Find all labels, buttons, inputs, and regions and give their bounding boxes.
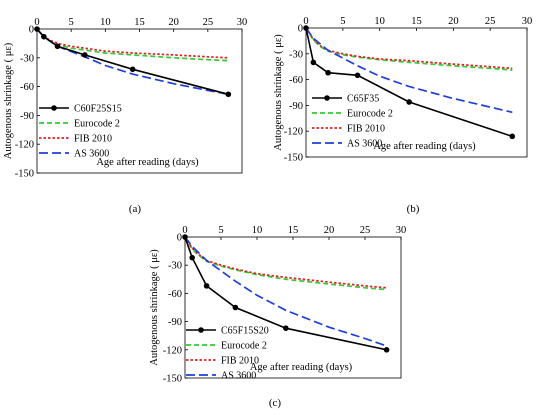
- y-tick-label: -120: [163, 345, 182, 356]
- x-tick-label: 20: [324, 225, 335, 236]
- series-line-fib-2010: [36, 28, 229, 59]
- legend-label: FIB 2010: [221, 356, 259, 367]
- legend-label: AS 3600: [74, 149, 109, 160]
- x-axis-label: Age after reading (days): [96, 157, 199, 168]
- x-tick-label: 5: [69, 17, 74, 28]
- series-line-c65f35: [305, 27, 513, 138]
- x-tick-label: 30: [396, 225, 407, 236]
- series-line-as-3600: [305, 27, 513, 114]
- x-axis-label: Age after reading (days): [250, 362, 353, 373]
- plot-frame: [36, 28, 243, 174]
- data-point: [189, 254, 195, 261]
- y-tick-label: 0: [29, 25, 34, 36]
- series-line-eurocode-2: [184, 236, 387, 291]
- plot-frame: [184, 236, 402, 379]
- y-tick-label: 0: [177, 233, 182, 244]
- series-line-fib-2010: [305, 27, 513, 70]
- y-tick-label: -60: [20, 82, 34, 93]
- x-tick-label: 5: [218, 225, 223, 236]
- legend-label: FIB 2010: [347, 124, 385, 135]
- y-tick-label: -120: [284, 127, 303, 138]
- y-tick-label: -30: [289, 49, 303, 60]
- panel-caption: (c): [269, 397, 282, 409]
- y-tick-label: -30: [168, 261, 182, 272]
- y-tick-label: -150: [15, 169, 34, 180]
- legend-label: Eurocode 2: [347, 109, 393, 120]
- legend-label: C65F15S20: [221, 326, 269, 337]
- data-point: [203, 283, 210, 289]
- x-tick-label: 10: [252, 225, 263, 236]
- y-tick-label: -60: [289, 75, 303, 86]
- y-tick-label: -150: [163, 374, 182, 385]
- series-line-as-3600: [184, 236, 387, 347]
- y-tick-label: 0: [298, 24, 303, 35]
- data-point: [509, 133, 516, 140]
- x-tick-label: 25: [485, 16, 496, 27]
- legend-label: Eurocode 2: [74, 119, 120, 130]
- data-point: [406, 99, 412, 105]
- x-tick-label: 10: [374, 16, 385, 27]
- data-point: [232, 304, 239, 311]
- data-point: [225, 91, 232, 98]
- y-tick-label: -60: [168, 289, 182, 300]
- x-tick-label: 15: [288, 225, 299, 236]
- series-line-eurocode-2: [305, 27, 513, 71]
- x-tick-label: 15: [411, 16, 422, 27]
- data-point: [310, 59, 317, 66]
- y-tick-label: -120: [15, 140, 34, 151]
- y-axis-label: Autogenous shrinkage ( με): [149, 249, 160, 366]
- x-tick-label: 20: [168, 17, 179, 28]
- y-tick-label: -90: [289, 101, 303, 112]
- legend-marker: [51, 105, 57, 111]
- series-line-fib-2010: [184, 236, 387, 289]
- x-tick-label: 0: [182, 225, 187, 236]
- data-point: [82, 52, 88, 58]
- legend-label: AS 3600: [347, 139, 382, 150]
- data-point: [41, 33, 47, 40]
- data-point: [354, 72, 361, 79]
- data-point: [303, 25, 309, 31]
- panel-c: 0 5 10 15 20 25 30 0 -30 -60 -90 -120 -150Autogenous…: [149, 225, 406, 409]
- x-tick-label: 20: [448, 16, 459, 27]
- y-axis-label: Autogenous shrinkage ( με): [3, 42, 14, 159]
- x-tick-label: 25: [203, 17, 214, 28]
- data-point: [283, 325, 289, 331]
- y-tick-label: -30: [20, 53, 34, 64]
- x-tick-label: 0: [34, 17, 39, 28]
- legend-label: AS 3600: [221, 371, 256, 382]
- legend-label: Eurocode 2: [221, 341, 267, 352]
- series-line-as-3600: [36, 28, 229, 96]
- x-tick-label: 10: [100, 17, 111, 28]
- data-point: [325, 69, 331, 76]
- legend-label: C65F35: [347, 94, 379, 105]
- y-axis-label: Autogenous shrinkage ( με): [273, 34, 284, 151]
- legend-label: C60F25S15: [74, 104, 122, 115]
- panel-a: 0 5 10 15 20 25 30 0 -30 -60 -90 -120 -150Autogenous…: [3, 17, 247, 215]
- x-tick-label: 30: [522, 16, 533, 27]
- y-tick-label: -150: [284, 153, 303, 164]
- panel-caption: (b): [407, 203, 420, 215]
- x-tick-label: 5: [340, 16, 345, 27]
- y-tick-label: -90: [168, 317, 182, 328]
- x-tick-label: 30: [237, 17, 248, 28]
- x-tick-label: 25: [360, 225, 371, 236]
- legend-label: FIB 2010: [74, 134, 112, 145]
- data-point: [54, 43, 61, 50]
- data-point: [34, 26, 40, 32]
- data-point: [383, 347, 390, 353]
- panel-b: 0 5 10 15 20 25 30 0 -30 -60 -90 -120 -150Autogenous…: [273, 16, 532, 215]
- series-line-c65f15s20: [184, 236, 387, 351]
- plot-frame: [305, 27, 528, 158]
- x-tick-label: 15: [134, 17, 145, 28]
- panel-caption: (a): [129, 203, 142, 215]
- data-point: [182, 234, 188, 240]
- legend-marker: [198, 327, 204, 333]
- x-axis-label: Age after reading (days): [373, 141, 476, 152]
- legend-marker: [324, 95, 330, 101]
- y-tick-label: -90: [20, 111, 34, 122]
- series-line-c60f25s15: [36, 28, 229, 96]
- data-point: [129, 66, 136, 73]
- x-tick-label: 0: [303, 16, 308, 27]
